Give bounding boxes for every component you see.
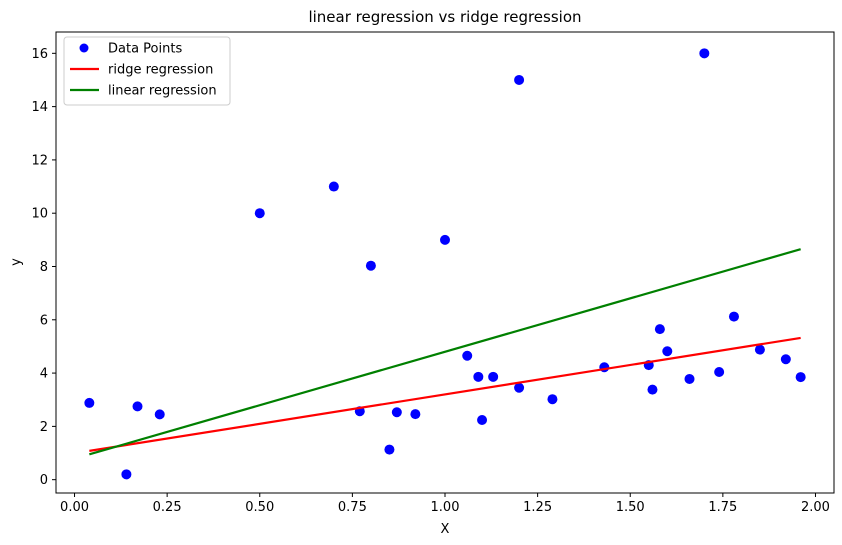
x-tick-label: 0.75 [338,500,367,515]
legend-label: ridge regression [108,63,213,78]
data-point [477,414,488,425]
data-point [154,409,165,420]
x-tick-label: 1.00 [431,500,460,515]
data-point [514,382,525,393]
data-point [795,372,806,383]
data-point [132,401,143,412]
data-point [84,397,95,408]
y-axis-label: y [9,258,24,266]
data-point [662,346,673,357]
legend: Data Points ridge regression linear regres… [63,36,231,106]
legend-label: linear regression [108,84,217,99]
data-point [699,48,710,59]
chart-title: linear regression vs ridge regression [308,8,581,26]
x-tick-label: 2.00 [801,500,830,515]
plot-area: 0.00 0.25 0.50 0.75 1.00 1.25 1.50 1.75 2.00 0 2 4 6… [31,31,835,515]
data-point [365,260,376,271]
data-point [121,469,132,480]
y-tick-label: 16 [31,47,48,62]
data-point [473,371,484,382]
data-point [684,373,695,384]
y-tick-label: 8 [40,260,48,275]
data-point [440,234,450,245]
data-point [647,384,658,395]
data-point [328,181,339,192]
legend-box [63,36,231,106]
x-tick-label: 1.50 [616,500,645,515]
y-tick-label: 14 [31,100,48,115]
x-axis-label: X [441,522,450,537]
data-point [410,409,421,420]
data-point [514,74,525,85]
data-point [547,394,558,405]
data-point [488,371,499,382]
legend-marker [79,43,89,53]
x-tick-label: 1.25 [523,500,552,515]
y-tick-label: 4 [40,367,48,382]
linear-regression-line [89,248,801,456]
y-tick-label: 10 [31,207,48,222]
data-point [714,367,725,378]
data-point [384,444,395,455]
data-point [391,407,402,418]
y-tick-label: 6 [40,313,48,328]
x-tick-label: 1.75 [708,500,737,515]
data-point [754,344,765,355]
y-tick-label: 2 [40,420,48,435]
ridge-regression-line [89,336,801,452]
data-point [254,208,265,219]
x-tick-label: 0.50 [245,500,274,515]
data-point [728,311,739,322]
y-tick-label: 12 [31,153,48,168]
data-point [654,324,665,335]
x-tick-label: 0.00 [60,500,89,515]
x-tick-label: 0.25 [153,500,182,515]
data-point [462,350,473,361]
legend-label: Data Points [108,42,182,57]
y-tick-label: 0 [40,473,48,488]
data-point [780,354,791,365]
